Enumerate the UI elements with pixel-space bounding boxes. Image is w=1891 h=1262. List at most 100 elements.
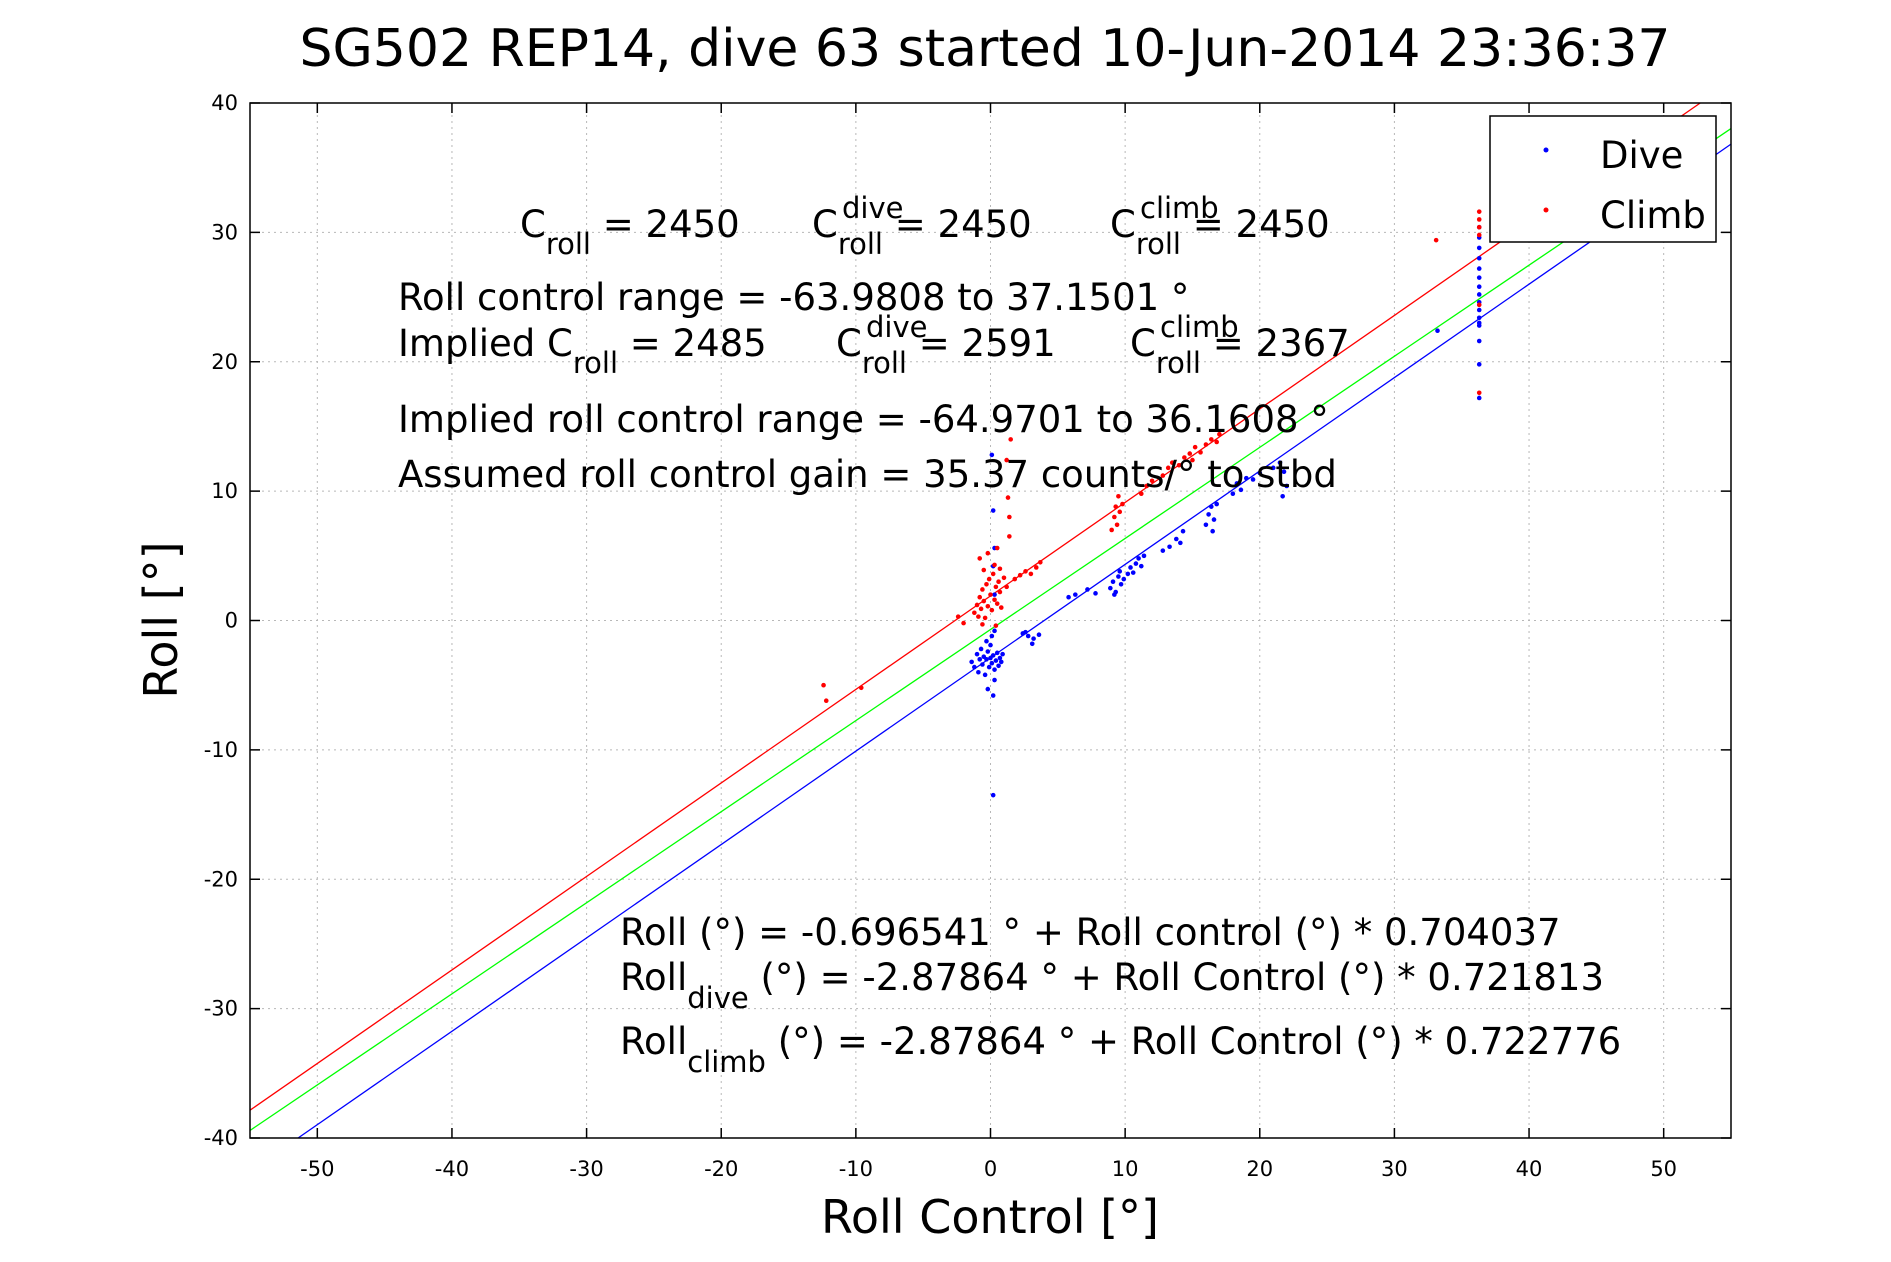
climb-point <box>1109 527 1114 533</box>
x-tick-label: -20 <box>704 1157 738 1181</box>
climb-point <box>1012 576 1018 582</box>
climb-point <box>1114 522 1120 528</box>
y-axis-label: Roll [°] <box>134 541 188 698</box>
annotation-c-roll-dive: Croll = 2450 <box>812 203 1032 261</box>
axes-box <box>249 102 1732 1139</box>
dive-point <box>984 638 989 644</box>
dive-point <box>997 655 1003 661</box>
dive-point <box>1180 528 1186 534</box>
climb-point <box>821 682 826 688</box>
annotation-c-roll: Croll = 2450 <box>520 203 740 261</box>
dive-point <box>1117 569 1123 574</box>
dive-point <box>1280 494 1285 499</box>
dive-point <box>986 664 992 670</box>
dive-point <box>1116 574 1121 579</box>
annotation-implied-c-roll-dive-sup: dive <box>866 310 927 344</box>
annotations: Croll = 2450 dive Croll = 2450 climb Cro… <box>398 191 1621 1079</box>
climb-point <box>1476 217 1482 222</box>
annotation-implied-c-roll-climb: Croll = 2367 <box>1130 322 1350 380</box>
dive-point <box>1476 275 1482 280</box>
climb-point <box>1138 491 1144 497</box>
dive-point <box>969 659 974 665</box>
dive-point <box>1136 556 1141 561</box>
dive-point <box>1476 255 1482 261</box>
climb-point <box>976 614 981 619</box>
climb-point <box>1187 451 1193 456</box>
climb-point <box>1117 509 1123 515</box>
climb-point <box>1120 501 1125 507</box>
climb-point <box>993 623 999 628</box>
dive-point <box>1130 570 1136 575</box>
climb-point <box>1203 442 1209 447</box>
climb-point <box>1433 237 1439 243</box>
x-tick-label: 10 <box>1112 1157 1139 1181</box>
climb-point <box>1160 473 1166 478</box>
climb-point <box>977 556 983 561</box>
annotation-implied-c-roll-climb-sup: climb <box>1160 310 1239 344</box>
x-tick-label: 40 <box>1516 1157 1543 1181</box>
dive-point <box>985 649 991 654</box>
dive-point <box>1281 469 1287 475</box>
climb-point <box>992 597 997 603</box>
climb-point <box>1192 444 1198 450</box>
dive-point <box>1284 483 1289 489</box>
x-tick-label: 0 <box>984 1157 997 1181</box>
dive-point <box>1476 245 1482 251</box>
dive-point <box>1178 540 1183 546</box>
dive-point <box>1133 561 1139 566</box>
climb-point <box>1476 224 1482 230</box>
annotation-c-roll-climb-sup: climb <box>1140 191 1219 225</box>
climb-point <box>994 601 1000 606</box>
dive-point <box>1112 592 1117 597</box>
dive-point <box>1476 307 1482 313</box>
y-tick-label: -30 <box>204 997 238 1021</box>
dive-point <box>985 686 991 692</box>
dive-point <box>1138 563 1144 569</box>
dive-point <box>1160 548 1166 553</box>
dive-point <box>1476 292 1482 297</box>
climb-point <box>985 603 991 609</box>
dive-point <box>1211 517 1217 522</box>
climb-point <box>1008 437 1013 442</box>
x-axis-label: Roll Control [°] <box>821 1190 1159 1244</box>
climb-point <box>1112 514 1117 520</box>
dive-point <box>1476 338 1482 344</box>
climb-point <box>858 685 864 691</box>
dive-point <box>1085 587 1090 592</box>
annotation-fit-roll: Roll (°) = -0.696541 ° + Roll control (°… <box>620 911 1561 954</box>
dive-point <box>1029 641 1035 647</box>
climb-point <box>989 607 995 613</box>
climb-point <box>1476 390 1482 396</box>
fit-line <box>249 128 1732 1132</box>
climb-point <box>1038 559 1043 565</box>
x-axis-ticks: -50 -40 -30 -20 -10 0 10 20 30 40 50 <box>300 103 1677 1181</box>
x-tick-label: 50 <box>1650 1157 1677 1181</box>
annotation-fit-dive: Rolldive (°) = -2.87864 ° + Roll Control… <box>620 956 1604 1015</box>
dive-point <box>992 677 997 683</box>
x-tick-label: 20 <box>1246 1157 1273 1181</box>
dive-point <box>989 633 995 639</box>
legend-dive-label: Dive <box>1600 134 1683 177</box>
climb-point <box>986 576 992 582</box>
dive-point <box>992 592 997 597</box>
climb-point <box>980 587 985 592</box>
legend-climb-label: Climb <box>1600 194 1706 237</box>
climb-point <box>992 562 997 568</box>
dive-point <box>1234 481 1240 486</box>
dive-point <box>1025 633 1031 639</box>
dive-point <box>1476 266 1482 271</box>
dive-point <box>990 693 996 698</box>
data-points <box>821 209 1482 798</box>
dive-point <box>1476 362 1482 367</box>
climb-point <box>985 550 991 556</box>
climb-point <box>1007 514 1012 520</box>
y-tick-label: -10 <box>204 738 238 762</box>
legend: Dive Climb <box>1489 115 1717 243</box>
climb-point <box>982 615 988 621</box>
legend-climb-marker <box>1543 207 1549 213</box>
dive-point <box>1476 395 1482 401</box>
climb-point <box>1005 495 1011 500</box>
y-tick-label: 40 <box>211 91 238 115</box>
climb-point <box>1476 209 1482 214</box>
annotation-implied-range: Implied roll control range = -64.9701 to… <box>398 398 1329 441</box>
